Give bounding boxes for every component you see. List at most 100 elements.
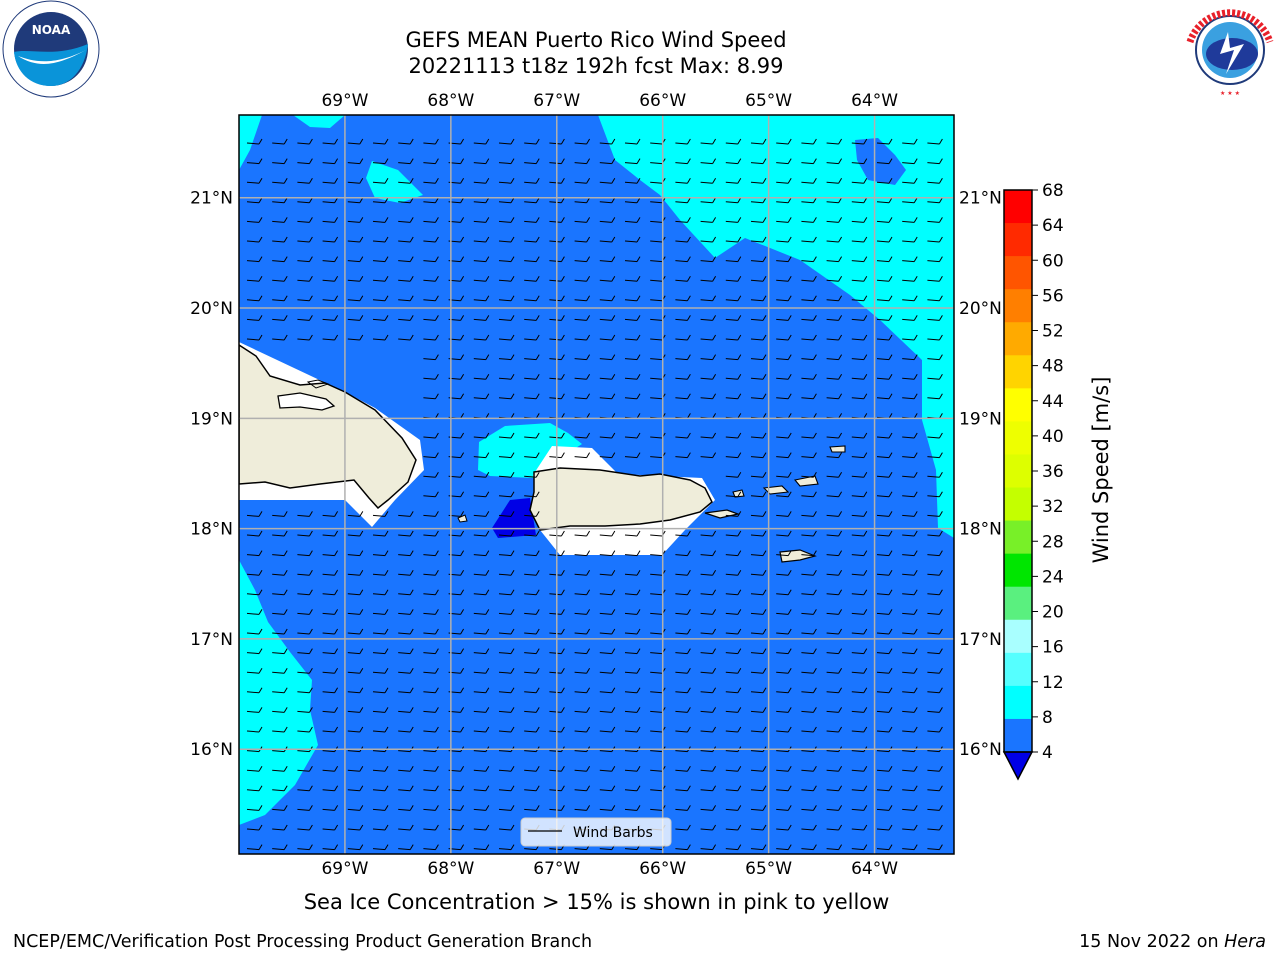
wind-barb (675, 765, 691, 772)
wind-barb (776, 785, 792, 792)
wind-barb (725, 609, 742, 615)
wind-barb (473, 315, 490, 321)
wind-barb (599, 609, 616, 615)
wind-barb (725, 726, 742, 733)
wind-barb (851, 609, 868, 615)
wind-barb (297, 707, 313, 713)
wind-barb (574, 275, 591, 282)
wind-barb (549, 707, 565, 713)
wind-barb (398, 805, 414, 811)
wind-barb (876, 256, 893, 263)
wind-barb (801, 315, 817, 321)
wind-barb (473, 471, 490, 478)
wind-barb (574, 687, 591, 694)
wind-barb (498, 648, 515, 655)
wind-barb (473, 726, 490, 733)
wind-barb (801, 589, 817, 596)
wind-barb (851, 315, 868, 321)
wind-barb (246, 569, 263, 576)
wind-barb (549, 530, 565, 537)
wind-barb (574, 667, 591, 674)
wind-barb (776, 648, 792, 655)
wind-barb (902, 432, 918, 439)
wind-barb (700, 158, 717, 165)
wind-barb (851, 275, 868, 282)
wind-barb (599, 217, 616, 223)
lon-label: 69°W (321, 91, 368, 111)
wind-barb (473, 687, 490, 694)
wind-barb (549, 177, 565, 184)
wind-barb (246, 844, 263, 851)
wind-barb (549, 569, 565, 576)
wind-barb (599, 373, 616, 380)
wind-barb (750, 765, 767, 772)
wind-barb (549, 197, 565, 204)
wind-barb (725, 687, 742, 694)
wind-barb (826, 648, 843, 655)
wind-barb (801, 550, 817, 557)
wind-barb (776, 707, 792, 713)
wind-barb (498, 589, 515, 596)
wind-barb (423, 628, 439, 635)
wind-barb (851, 217, 868, 223)
wind-barb (498, 628, 515, 635)
vieques-island (704, 509, 741, 519)
wind-barb (423, 765, 439, 772)
wind-barb (372, 275, 389, 282)
wind-barb (423, 824, 439, 831)
colorbar-segment (1004, 355, 1032, 389)
wind-barb (624, 452, 641, 459)
wind-barb (246, 315, 263, 321)
wind-barb (700, 648, 717, 655)
wind-barb (876, 707, 893, 713)
wind-barb (272, 707, 288, 713)
st-croix-island (779, 549, 817, 563)
wind-barb (750, 511, 767, 517)
wind-barb (851, 354, 868, 361)
wind-barb (776, 432, 792, 439)
wind-barb (624, 138, 641, 145)
wind-barb (700, 707, 717, 713)
wind-barb (876, 530, 893, 537)
wind-barb (574, 373, 591, 380)
wind-barb (876, 589, 893, 596)
wind-barb (750, 354, 767, 361)
wind-barb (297, 765, 313, 772)
lon-label: 65°W (745, 859, 792, 879)
wind-barb (347, 275, 364, 282)
wind-barb (524, 609, 540, 615)
wind-barb (876, 197, 893, 204)
wind-barb (498, 805, 515, 811)
wind-barb (246, 726, 263, 733)
wind-barb (524, 158, 540, 165)
wind-barb (776, 765, 792, 772)
wind-barb (902, 177, 918, 184)
wind-barb (876, 844, 893, 851)
wind-barb (750, 687, 767, 694)
wind-barb (524, 550, 540, 557)
wind-barb (876, 491, 893, 498)
wind-barb (927, 158, 943, 165)
wind-barb (549, 550, 565, 557)
wind-barb (322, 197, 339, 204)
wind-barb (826, 667, 843, 674)
wind-barb (272, 138, 288, 145)
wind-barb (700, 432, 717, 439)
wind-barb (776, 393, 792, 400)
wind-barb (498, 726, 515, 733)
wind-barb (498, 707, 515, 713)
wind-barb (776, 197, 792, 204)
wind-barb (347, 687, 364, 694)
wind-barb (246, 628, 263, 635)
lat-label: 16°N (190, 740, 233, 760)
wind-barb (398, 687, 414, 694)
wind-barb (876, 785, 893, 792)
wind-barb (750, 491, 767, 498)
wind-barb (750, 471, 767, 478)
wind-barb (599, 785, 616, 792)
wind-barb (675, 648, 691, 655)
wind-barb (322, 138, 339, 145)
wind-barb (700, 844, 717, 851)
speed-4-8-pocket (855, 138, 906, 185)
